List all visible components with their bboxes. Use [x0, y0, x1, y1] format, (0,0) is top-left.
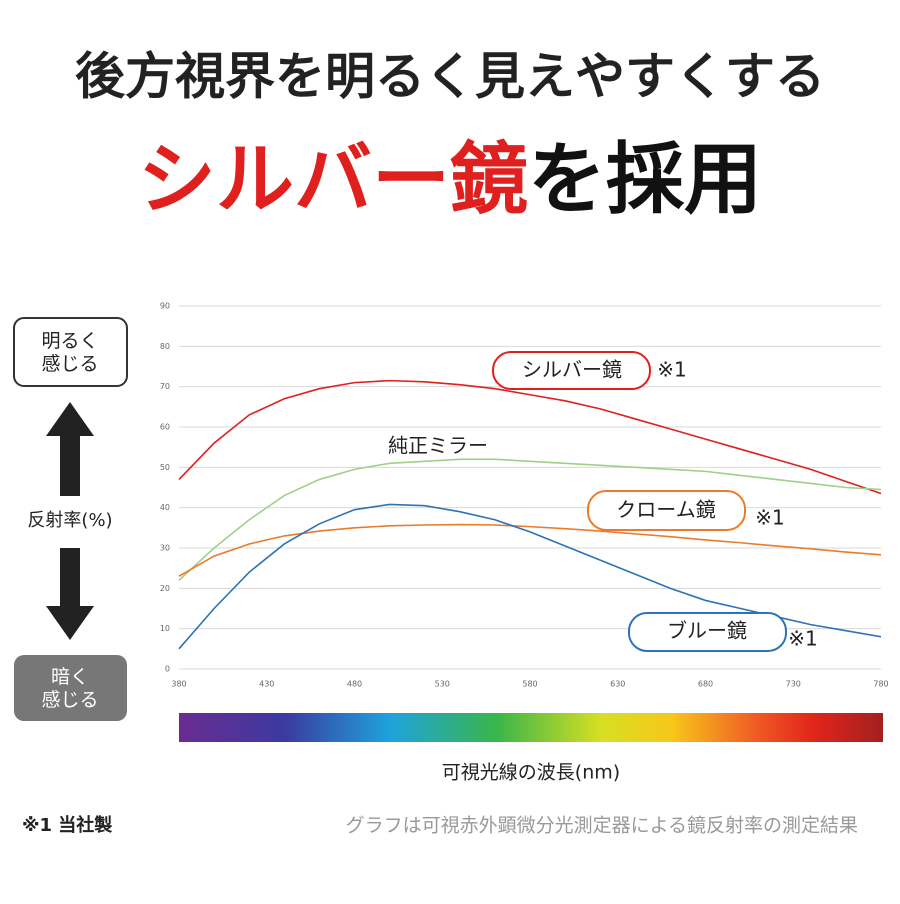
caption: グラフは可視赤外顕微分光測定器による鏡反射率の測定結果 — [346, 815, 858, 837]
x-tick-label: 680 — [698, 680, 713, 689]
legend-label: ブルー鏡 — [667, 619, 747, 643]
y-tick-label: 30 — [160, 544, 170, 553]
series-line — [178, 523, 882, 577]
legend-label: クローム鏡 — [616, 498, 715, 522]
y-tick-label: 40 — [160, 503, 170, 512]
x-tick-label: 480 — [347, 680, 362, 689]
y-tick-label: 10 — [160, 624, 170, 633]
x-tick-label: 530 — [435, 680, 450, 689]
legend-box — [587, 490, 746, 531]
headline-black: を採用 — [528, 135, 762, 225]
dark-box — [14, 655, 127, 721]
series-line — [178, 458, 882, 581]
y-tick-label: 20 — [160, 584, 170, 593]
y-tick-label: 90 — [160, 302, 170, 311]
spectrum-bar — [179, 713, 883, 742]
bright-label: 明るく感じる — [41, 330, 98, 375]
legend-note: ※1 — [788, 627, 817, 651]
headline: 後方視界を明るく見えやすくする — [75, 48, 825, 106]
y-tick-label: 70 — [160, 382, 170, 391]
legend-box — [628, 612, 787, 652]
x-tick-label: 580 — [522, 680, 537, 689]
arrow-up — [46, 402, 94, 496]
y-tick-label: 0 — [165, 665, 170, 674]
x-tick-label: 380 — [171, 680, 186, 689]
legend-label: 純正ミラー — [388, 434, 488, 458]
footnote: ※1 当社製 — [22, 814, 112, 836]
x-tick-label: 630 — [610, 680, 625, 689]
plot: 0 10 20 30 40 50 60 70 80 90 380 430 480 530 580 630 680… — [160, 302, 889, 689]
x-tick-label: 730 — [786, 680, 801, 689]
dark-label: 暗く感じる — [41, 666, 98, 711]
y-tick-label: 50 — [160, 463, 170, 472]
legend-box — [492, 351, 651, 390]
legend-label: シルバー鏡 — [522, 358, 622, 382]
headline-red: シルバー鏡 — [138, 135, 528, 225]
bright-box — [13, 317, 128, 387]
x-axis-label: 可視光線の波長(nm) — [442, 762, 620, 784]
legend-note: ※1 — [755, 506, 784, 530]
x-tick-label: 780 — [873, 680, 888, 689]
legend-note: ※1 — [657, 358, 686, 382]
series-line — [178, 379, 882, 495]
x-tick-label: 430 — [259, 680, 274, 689]
y-tick-label: 80 — [160, 342, 170, 351]
arrow-down — [46, 548, 94, 640]
y-tick-label: 60 — [160, 423, 170, 432]
axis-label: 反射率(%) — [27, 510, 112, 531]
headline-2: シルバー鏡を採用 — [138, 135, 762, 225]
